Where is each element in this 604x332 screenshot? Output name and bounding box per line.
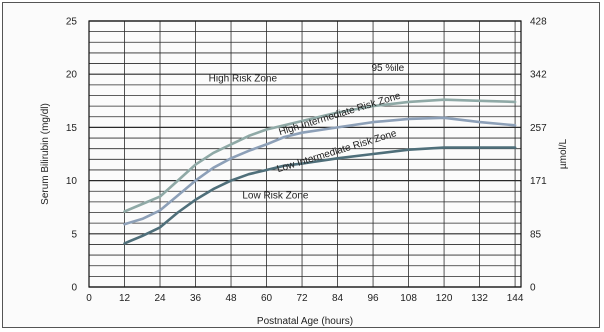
y-axis-label: Serum Bilirubin (mg/dl) — [40, 103, 51, 205]
x-tick-label: 60 — [261, 293, 273, 304]
x-tick-label: 36 — [190, 293, 202, 304]
series-line — [123, 98, 517, 213]
x-tick-label: 108 — [400, 293, 417, 304]
grid-lines — [88, 20, 521, 288]
x-tick-label: 24 — [154, 293, 166, 304]
series-lines — [123, 98, 517, 245]
axes — [88, 20, 522, 288]
series-line — [123, 116, 517, 226]
y-tick-label: 25 — [66, 17, 78, 28]
y-tick-label: 0 — [71, 283, 77, 294]
x-tick-label: 72 — [296, 293, 308, 304]
zone-label: High Risk Zone — [209, 74, 278, 85]
x-tick-label: 144 — [507, 293, 524, 304]
y2-tick-label: 428 — [530, 17, 547, 28]
x-tick-label: 120 — [436, 293, 453, 304]
x-tick-label: 84 — [332, 293, 344, 304]
x-tick-label: 48 — [225, 293, 237, 304]
y-tick-label: 5 — [71, 229, 77, 240]
zone-label: 95 %ile — [371, 63, 404, 74]
y2-axis-label: µmol/L — [558, 138, 569, 169]
y2-tick-label: 342 — [530, 70, 547, 81]
y2-tick-label: 0 — [530, 283, 536, 294]
x-tick-label: 132 — [471, 293, 488, 304]
y2-tick-label: 257 — [530, 123, 547, 134]
plot-border — [88, 20, 522, 288]
x-tick-label: 96 — [367, 293, 379, 304]
y2-tick-label: 85 — [530, 229, 542, 240]
x-tick-label: 0 — [86, 293, 92, 304]
series-line — [123, 146, 517, 245]
y-tick-label: 15 — [66, 123, 78, 134]
x-axis-label: Postnatal Age (hours) — [257, 316, 353, 327]
x-tick-label: 12 — [119, 293, 131, 304]
zone-label: Low Risk Zone — [242, 191, 309, 202]
tick-labels: 0 12 24 36 48 60 72 84 96 108 120 132 144 0 5 10 15 20 25 0… — [66, 17, 547, 305]
y-tick-label: 20 — [66, 70, 78, 81]
y-tick-label: 10 — [66, 176, 78, 187]
y2-tick-label: 171 — [530, 176, 547, 187]
